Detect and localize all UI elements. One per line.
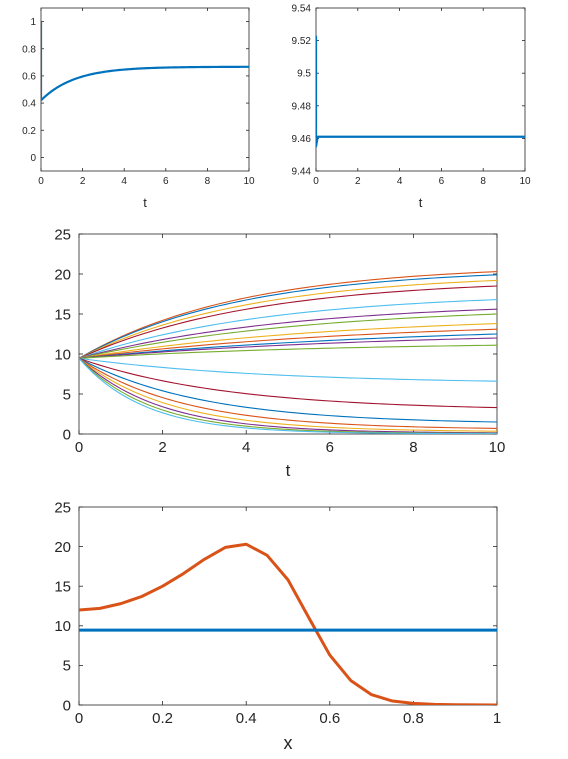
series-line-3 [79, 279, 497, 359]
y-tick-label: 9.44 [292, 167, 312, 178]
y-tick-label: 0 [63, 697, 71, 714]
series-line-13 [79, 357, 497, 382]
series-line-8 [79, 323, 497, 359]
series-line-1 [79, 271, 497, 359]
series-line-5 [79, 299, 497, 359]
y-tick-label: 20 [54, 539, 71, 556]
x-tick-label: 0 [75, 710, 83, 727]
y-tick-label: 9.5 [297, 69, 311, 80]
y-tick-label: 0 [63, 426, 71, 443]
series-line-14 [79, 357, 497, 409]
y-tick-label: 10 [54, 346, 71, 363]
series-line-11 [79, 337, 497, 359]
series-group [79, 271, 497, 434]
x-tick-label: 10 [519, 176, 531, 187]
y-tick-label: 0.2 [22, 126, 36, 137]
chart-1: 0 2 4 6 8 10 0 0.2 0.4 0.6 0.8 1 t [22, 7, 255, 210]
y-tick-label: 1 [30, 17, 36, 28]
series-line-15 [79, 357, 497, 423]
y-tick-label: 5 [63, 658, 71, 675]
series-line-7 [79, 313, 497, 359]
series-line-4 [79, 285, 497, 359]
x-tick-label: 10 [489, 439, 506, 456]
y-tick-label: 10 [54, 618, 71, 635]
y-tick-label: 0.8 [22, 44, 36, 55]
x-tick-label: 0 [75, 439, 83, 456]
series-line-16 [79, 357, 497, 429]
series-line-19 [79, 357, 497, 434]
series-line-2 [79, 274, 497, 359]
x-tick-label: 6 [326, 439, 334, 456]
y-tick-label: 9.48 [292, 101, 312, 112]
series-line-20 [79, 357, 497, 434]
x-tick-label: 0.2 [152, 710, 173, 727]
series-group [79, 542, 497, 705]
y-tick-label: 25 [54, 499, 71, 516]
x-tick-label: 8 [409, 439, 417, 456]
y-tick-label: 5 [63, 386, 71, 403]
y-tick-label: 15 [54, 578, 71, 595]
y-tick-label: 15 [54, 306, 71, 323]
x-axis-label: x [284, 733, 293, 753]
series-line-9 [79, 328, 497, 359]
x-axis-label: t [143, 195, 147, 210]
series-line-1 [41, 21, 249, 102]
x-tick-label: 4 [397, 176, 403, 187]
x-tick-label: 1 [493, 710, 501, 727]
series-line-1 [79, 542, 497, 705]
y-tick-label: 0.4 [22, 99, 36, 110]
x-tick-label: 10 [243, 176, 255, 187]
x-axis-label: t [286, 461, 291, 480]
y-tick-label: 9.52 [292, 36, 312, 47]
series-line-18 [79, 357, 497, 434]
x-tick-label: 2 [80, 176, 86, 187]
y-tick-label: 9.46 [292, 134, 312, 145]
x-tick-label: 0 [313, 176, 319, 187]
x-tick-label: 0.8 [403, 710, 424, 727]
x-tick-label: 0 [38, 176, 44, 187]
series-line-6 [79, 308, 497, 359]
series-group [316, 35, 525, 148]
x-tick-label: 2 [158, 439, 166, 456]
x-tick-label: 4 [242, 439, 250, 456]
x-tick-label: 8 [205, 176, 211, 187]
axes-frame [40, 7, 250, 172]
y-tick-label: 9.54 [292, 4, 312, 15]
series-line-10 [79, 333, 497, 359]
x-tick-label: 2 [355, 176, 361, 187]
x-tick-label: 0.6 [319, 710, 340, 727]
y-tick-label: 20 [54, 266, 71, 283]
x-axis-label: t [419, 195, 423, 210]
x-tick-label: 6 [439, 176, 445, 187]
chart-3: 0 2 4 6 8 10 0 5 10 15 20 25 t [54, 226, 505, 480]
x-tick-label: 0.4 [236, 710, 257, 727]
chart-2: 0 2 4 6 8 10 9.44 9.46 9.48 9.5 9.52 9.54 t [292, 4, 531, 211]
series-line-17 [79, 357, 497, 432]
y-tick-label: 25 [54, 226, 71, 243]
y-tick-label: 0 [30, 153, 36, 164]
series-group [41, 21, 249, 102]
axes-frame [315, 7, 526, 172]
y-tick-label: 0.6 [22, 71, 36, 82]
series-line-1 [316, 35, 525, 148]
x-tick-label: 4 [121, 176, 127, 187]
axes-frame [78, 506, 498, 706]
series-line-12 [79, 344, 497, 359]
x-tick-label: 8 [480, 176, 486, 187]
x-tick-label: 6 [163, 176, 169, 187]
